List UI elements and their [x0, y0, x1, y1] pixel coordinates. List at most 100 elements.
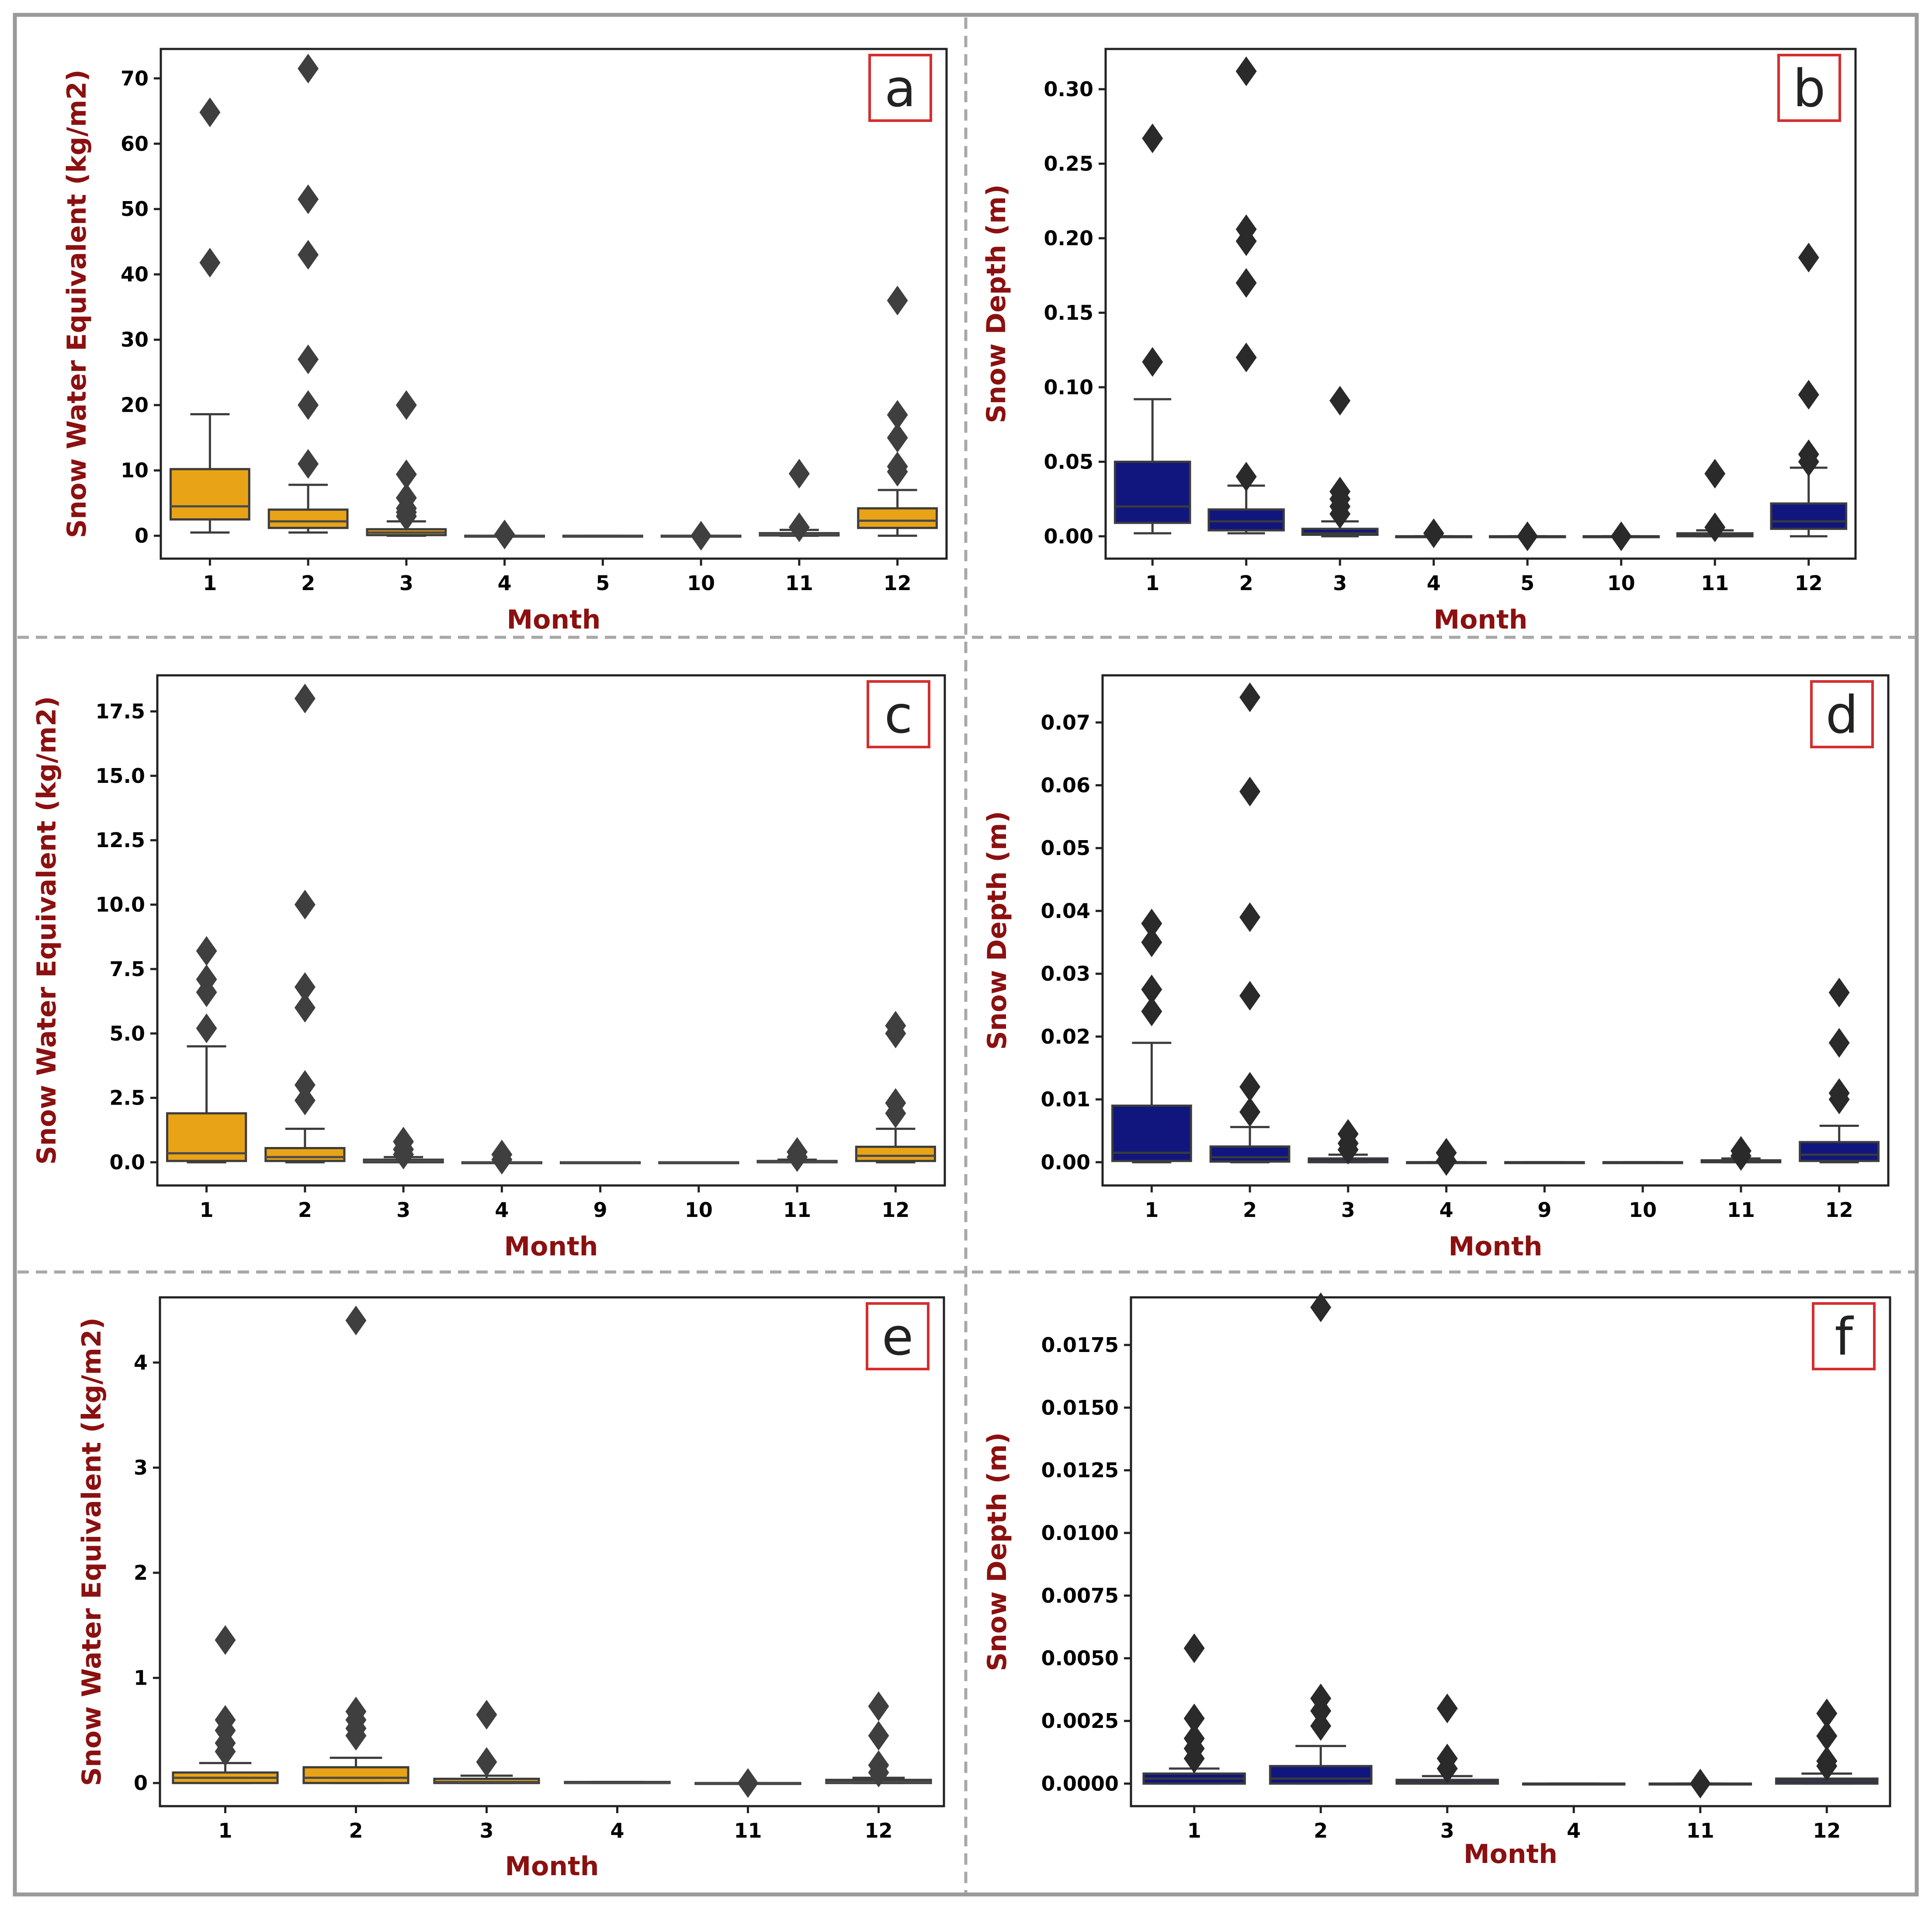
outlier-point	[298, 344, 319, 375]
y-tick-label: 2	[134, 1561, 148, 1585]
box-month-3	[1395, 1693, 1499, 1785]
x-axis-label: Month	[506, 605, 600, 635]
outlier-point	[1239, 682, 1261, 712]
box-month-12	[1775, 1698, 1879, 1785]
y-tick-label: 12.5	[96, 828, 146, 852]
outlier-point	[788, 512, 810, 542]
outlier-point	[1141, 996, 1162, 1026]
panel-d: 0.000.010.020.030.040.050.060.071 2 3 4 9 10 1…	[982, 674, 1890, 1262]
plot-area-b	[1104, 48, 1857, 560]
box-body	[1113, 460, 1191, 524]
outlier-point	[1183, 1724, 1205, 1754]
outlier-point	[1235, 268, 1257, 298]
outlier-point	[294, 890, 316, 920]
outlier-point	[737, 1768, 759, 1798]
x-tick-label: 4	[1427, 571, 1441, 595]
outlier-point	[1436, 1744, 1458, 1774]
y-tick-label: 30	[121, 328, 149, 351]
outlier-point	[395, 483, 417, 513]
x-tick-label: 5	[596, 571, 610, 595]
y-tick-label: 10.0	[96, 893, 146, 917]
outlier-point	[199, 97, 221, 128]
y-axis-label: Snow Water Equivalent (kg/m2)	[62, 70, 92, 538]
x-tick-label: 5	[1520, 571, 1534, 595]
box-month-10	[658, 1161, 739, 1164]
outlier-point	[196, 964, 217, 994]
panel-badge	[1812, 1302, 1876, 1370]
y-tick-label: 5.0	[110, 1022, 146, 1045]
x-tick-label: 9	[593, 1198, 607, 1222]
y-tick-label: 0	[134, 1771, 148, 1795]
y-axis-label: Snow Depth (m)	[982, 1432, 1013, 1672]
panel-f: 0.0000 0.0025 0.0050 0.0075 0.0100 0.0125 0.01…	[982, 1292, 1891, 1870]
outlier-point	[395, 459, 417, 490]
outlier-point	[298, 184, 319, 214]
outlier-point	[393, 1126, 414, 1157]
panel-badge	[1777, 54, 1841, 122]
x-tick-label: 12	[1825, 1198, 1853, 1222]
x-axis-label: Month	[1433, 605, 1527, 635]
y-tick-label: 17.5	[96, 700, 146, 723]
box-month-10	[1602, 1161, 1683, 1164]
x-tick-label: 3	[399, 571, 413, 595]
plot-area-d	[1101, 674, 1890, 1187]
outlier-point	[885, 1011, 906, 1041]
outlier-point	[1816, 1721, 1838, 1751]
outlier-point	[215, 1625, 236, 1655]
outlier-point	[1730, 1136, 1752, 1166]
box-month-1	[169, 97, 250, 534]
box-month-1	[166, 936, 247, 1164]
outlier-point	[1239, 776, 1261, 806]
panel-b: 0.000.050.100.150.200.250.301 2 3 4 5 10 11 12S…	[981, 48, 1857, 635]
x-tick-label: 10	[685, 1198, 713, 1222]
outlier-point	[215, 1705, 236, 1735]
box-month-10	[660, 521, 742, 551]
outlier-point	[1798, 243, 1819, 273]
x-axis-label: Month	[1448, 1231, 1542, 1262]
x-tick-label: 4	[495, 1198, 509, 1222]
outlier-point	[1816, 1698, 1838, 1728]
outlier-point	[1798, 439, 1819, 469]
x-tick-label: 12	[1813, 1819, 1841, 1842]
y-axis-label: Snow Water Equivalent (kg/m2)	[76, 1317, 107, 1786]
y-tick-label: 0.0175	[1041, 1333, 1119, 1357]
box-month-2	[1269, 1292, 1373, 1785]
x-axis-label: Month	[504, 1231, 598, 1262]
outlier-point	[1235, 342, 1257, 372]
outlier-point	[294, 972, 316, 1002]
panel-c: 0.02.55.07.510.012.515.017.51 2 3 4 9 10 11 12S…	[31, 674, 946, 1262]
outlier-point	[1704, 512, 1726, 542]
y-tick-label: 0.0050	[1041, 1647, 1119, 1670]
x-tick-label: 3	[1341, 1198, 1355, 1222]
panel-letter: c	[884, 685, 913, 745]
box-month-11	[1648, 1769, 1752, 1799]
x-tick-label: 12	[884, 571, 912, 595]
outlier-point	[1704, 459, 1726, 489]
box-month-4	[1406, 1138, 1487, 1176]
box-month-1	[1142, 1633, 1246, 1785]
box-month-12	[1770, 243, 1848, 538]
outlier-point	[294, 1070, 316, 1100]
outlier-point	[1141, 974, 1162, 1004]
y-tick-label: 50	[121, 197, 149, 221]
box-month-4	[564, 1781, 671, 1784]
y-tick-label: 0.30	[1044, 77, 1094, 101]
plot-area-c	[156, 674, 946, 1187]
plot-area-a	[160, 48, 948, 560]
box-month-9	[1504, 1161, 1585, 1164]
x-tick-label: 11	[1686, 1819, 1714, 1842]
outlier-point	[690, 521, 712, 551]
x-tick-label: 1	[1145, 571, 1159, 595]
x-tick-label: 4	[498, 571, 512, 595]
outlier-point	[476, 1699, 497, 1730]
x-tick-label: 2	[1243, 1198, 1257, 1222]
x-tick-label: 3	[1440, 1819, 1454, 1842]
y-tick-label: 0.0150	[1041, 1396, 1119, 1419]
box-month-3	[366, 390, 447, 537]
outlier-point	[1235, 462, 1257, 492]
box-body	[1207, 508, 1285, 532]
outlier-point	[1329, 476, 1351, 507]
x-tick-label: 3	[1333, 571, 1347, 595]
